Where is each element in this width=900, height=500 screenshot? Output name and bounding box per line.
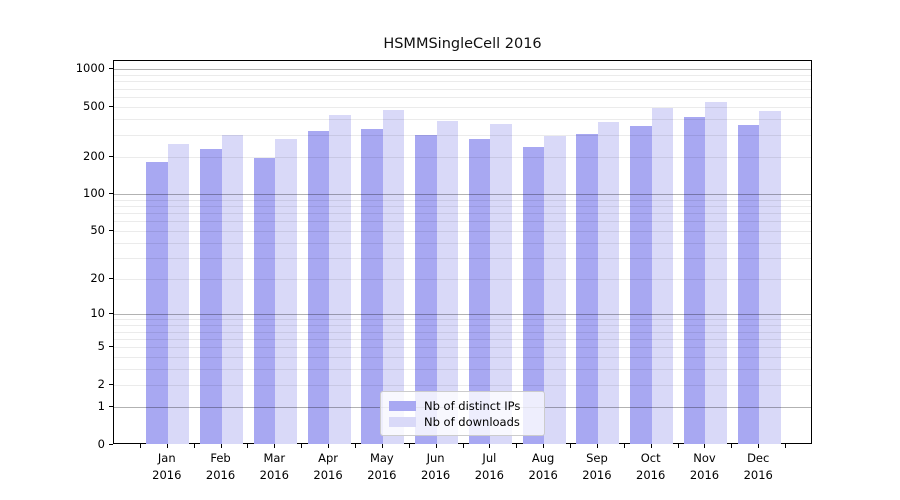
bar-downloads-aug bbox=[544, 135, 566, 445]
bar-downloads-jun bbox=[436, 120, 459, 445]
y-tick-label-200: 200 bbox=[83, 148, 105, 163]
x-tick-label-aug: Aug 2016 bbox=[528, 451, 558, 482]
x-tick bbox=[220, 444, 222, 448]
x-tick bbox=[381, 444, 383, 448]
x-tick bbox=[166, 444, 168, 448]
y-tick-label-2: 2 bbox=[97, 376, 105, 391]
x-tick-label-may: May 2016 bbox=[367, 451, 397, 482]
x-tick bbox=[543, 444, 545, 448]
y-tick-500 bbox=[109, 105, 113, 107]
legend: Nb of distinct IPs Nb of downloads bbox=[380, 391, 545, 436]
x-tick bbox=[193, 444, 195, 448]
legend-label-distinct-ips: Nb of distinct IPs bbox=[424, 398, 521, 413]
x-tick-label-feb: Feb 2016 bbox=[205, 451, 236, 482]
bar-distinct-ips-sep bbox=[576, 133, 598, 445]
y-tick-10 bbox=[109, 313, 113, 315]
y-tick-label-1000: 1000 bbox=[75, 61, 105, 76]
bar-distinct-ips-jun bbox=[415, 135, 437, 445]
bar-distinct-ips-apr bbox=[307, 130, 330, 445]
y-tick-2 bbox=[109, 383, 113, 385]
bar-downloads-feb bbox=[221, 135, 244, 445]
bar-downloads-oct bbox=[651, 108, 674, 445]
x-tick bbox=[704, 444, 706, 448]
x-tick bbox=[731, 444, 733, 448]
x-tick-label-jun: Jun 2016 bbox=[420, 451, 451, 482]
legend-entry-distinct-ips: Nb of distinct IPs bbox=[389, 400, 536, 412]
bar-downloads-mar bbox=[275, 138, 297, 445]
x-tick bbox=[408, 444, 410, 448]
x-tick bbox=[596, 444, 598, 448]
x-tick-label-mar: Mar 2016 bbox=[259, 451, 289, 482]
bar-distinct-ips-feb bbox=[200, 148, 222, 445]
plot-area bbox=[113, 60, 812, 445]
y-tick-label-10: 10 bbox=[90, 306, 105, 321]
bar-downloads-nov bbox=[705, 102, 727, 445]
bar-downloads-jul bbox=[490, 124, 512, 445]
x-tick bbox=[354, 444, 356, 448]
x-tick bbox=[274, 444, 276, 448]
x-tick bbox=[516, 444, 518, 448]
x-tick bbox=[328, 444, 330, 448]
x-tick-label-dec: Dec 2016 bbox=[743, 451, 773, 482]
y-tick-0 bbox=[109, 443, 113, 445]
legend-swatch-downloads bbox=[389, 416, 416, 427]
y-tick-1 bbox=[109, 405, 113, 407]
bar-distinct-ips-jul bbox=[468, 138, 491, 445]
y-tick-label-1: 1 bbox=[97, 398, 105, 413]
x-tick bbox=[301, 444, 303, 448]
y-tick-100 bbox=[109, 192, 113, 194]
bar-downloads-may bbox=[382, 109, 405, 445]
chart-title: HSMMSingleCell 2016 bbox=[383, 36, 542, 52]
x-tick bbox=[650, 444, 652, 448]
bar-distinct-ips-may bbox=[361, 129, 383, 445]
x-tick bbox=[758, 444, 760, 448]
y-tick-20 bbox=[109, 278, 113, 280]
bar-downloads-apr bbox=[329, 114, 351, 445]
x-tick-label-sep: Sep 2016 bbox=[582, 451, 612, 482]
x-tick-label-jul: Jul 2016 bbox=[474, 451, 505, 482]
x-tick-label-nov: Nov 2016 bbox=[689, 451, 720, 482]
x-tick bbox=[435, 444, 437, 448]
y-tick-200 bbox=[109, 155, 113, 157]
bar-distinct-ips-dec bbox=[737, 125, 760, 445]
x-tick-label-oct: Oct 2016 bbox=[636, 451, 666, 482]
x-tick bbox=[570, 444, 572, 448]
bars-layer bbox=[114, 61, 811, 445]
x-tick bbox=[785, 444, 787, 448]
bar-distinct-ips-oct bbox=[630, 126, 652, 445]
y-tick-1000 bbox=[109, 68, 113, 70]
bar-downloads-sep bbox=[597, 122, 620, 445]
y-tick-label-500: 500 bbox=[83, 98, 105, 113]
bar-distinct-ips-jan bbox=[146, 162, 168, 445]
y-tick-label-100: 100 bbox=[83, 185, 105, 200]
bar-distinct-ips-aug bbox=[522, 146, 545, 445]
x-tick bbox=[623, 444, 625, 448]
y-tick-label-0: 0 bbox=[97, 436, 105, 451]
bar-distinct-ips-nov bbox=[683, 116, 706, 445]
y-tick-5 bbox=[109, 346, 113, 348]
x-tick bbox=[462, 444, 464, 448]
y-tick-label-50: 50 bbox=[90, 223, 105, 237]
legend-swatch-distinct-ips bbox=[389, 400, 416, 411]
x-tick-label-apr: Apr 2016 bbox=[313, 451, 343, 482]
x-tick bbox=[677, 444, 679, 448]
y-tick-label-20: 20 bbox=[90, 271, 105, 286]
x-tick bbox=[489, 444, 491, 448]
bar-downloads-dec bbox=[759, 110, 781, 445]
legend-entry-downloads: Nb of downloads bbox=[389, 416, 536, 428]
x-tick bbox=[139, 444, 141, 448]
bar-distinct-ips-mar bbox=[253, 157, 276, 445]
y-tick-50 bbox=[109, 230, 113, 231]
legend-label-downloads: Nb of downloads bbox=[424, 414, 520, 429]
x-tick bbox=[247, 444, 249, 448]
x-tick-label-jan: Jan 2016 bbox=[152, 451, 182, 482]
y-tick-label-5: 5 bbox=[97, 339, 105, 354]
bar-downloads-jan bbox=[167, 144, 190, 445]
